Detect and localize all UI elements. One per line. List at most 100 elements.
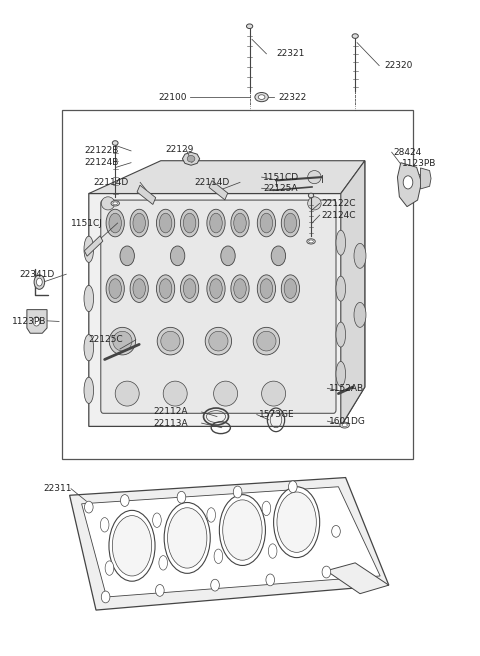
Polygon shape bbox=[326, 563, 389, 594]
Polygon shape bbox=[70, 478, 389, 610]
Ellipse shape bbox=[309, 194, 314, 198]
Polygon shape bbox=[89, 161, 365, 194]
Ellipse shape bbox=[84, 377, 94, 403]
Ellipse shape bbox=[231, 209, 249, 237]
Ellipse shape bbox=[112, 140, 118, 146]
Ellipse shape bbox=[268, 544, 277, 558]
Ellipse shape bbox=[168, 508, 207, 568]
Ellipse shape bbox=[354, 302, 366, 327]
Ellipse shape bbox=[221, 246, 235, 266]
Ellipse shape bbox=[284, 213, 297, 233]
Ellipse shape bbox=[205, 327, 231, 355]
Circle shape bbox=[101, 591, 110, 603]
FancyBboxPatch shape bbox=[101, 200, 336, 413]
Text: 22311: 22311 bbox=[43, 484, 72, 493]
Circle shape bbox=[36, 278, 42, 286]
Ellipse shape bbox=[258, 94, 265, 99]
Ellipse shape bbox=[170, 246, 185, 266]
Ellipse shape bbox=[187, 155, 195, 162]
Ellipse shape bbox=[262, 501, 271, 516]
Circle shape bbox=[266, 574, 275, 586]
Ellipse shape bbox=[247, 24, 253, 29]
Ellipse shape bbox=[308, 197, 321, 210]
Ellipse shape bbox=[284, 279, 297, 298]
Ellipse shape bbox=[234, 213, 246, 233]
Ellipse shape bbox=[336, 230, 346, 255]
Text: 22100: 22100 bbox=[159, 92, 187, 102]
Ellipse shape bbox=[271, 246, 286, 266]
Ellipse shape bbox=[113, 202, 118, 205]
Text: 22320: 22320 bbox=[384, 61, 412, 70]
Polygon shape bbox=[89, 161, 365, 426]
Ellipse shape bbox=[163, 381, 187, 406]
Ellipse shape bbox=[260, 279, 273, 298]
Polygon shape bbox=[209, 180, 228, 200]
Ellipse shape bbox=[223, 500, 262, 560]
Ellipse shape bbox=[210, 279, 222, 298]
Ellipse shape bbox=[183, 213, 196, 233]
Ellipse shape bbox=[352, 33, 358, 39]
Ellipse shape bbox=[336, 276, 346, 301]
Ellipse shape bbox=[84, 236, 94, 262]
Circle shape bbox=[211, 579, 219, 591]
Ellipse shape bbox=[109, 510, 155, 581]
Ellipse shape bbox=[336, 322, 346, 347]
Ellipse shape bbox=[115, 381, 139, 406]
Ellipse shape bbox=[100, 518, 109, 532]
Ellipse shape bbox=[342, 424, 347, 426]
Text: 28424: 28424 bbox=[394, 148, 422, 157]
Text: 1123PB: 1123PB bbox=[12, 317, 47, 326]
Ellipse shape bbox=[157, 327, 183, 355]
Ellipse shape bbox=[159, 213, 172, 233]
Ellipse shape bbox=[111, 201, 120, 206]
Ellipse shape bbox=[308, 171, 321, 184]
Text: 22125A: 22125A bbox=[263, 184, 298, 193]
Text: 22125C: 22125C bbox=[89, 335, 123, 344]
Circle shape bbox=[177, 491, 186, 503]
Ellipse shape bbox=[84, 285, 94, 312]
Ellipse shape bbox=[109, 327, 135, 355]
Polygon shape bbox=[420, 168, 431, 189]
Ellipse shape bbox=[354, 243, 366, 268]
Ellipse shape bbox=[214, 549, 223, 564]
Ellipse shape bbox=[281, 209, 300, 237]
Polygon shape bbox=[341, 161, 365, 426]
Ellipse shape bbox=[253, 327, 279, 355]
Ellipse shape bbox=[231, 275, 249, 302]
Ellipse shape bbox=[133, 213, 145, 233]
Ellipse shape bbox=[161, 331, 180, 351]
Circle shape bbox=[332, 525, 340, 537]
Ellipse shape bbox=[209, 331, 228, 351]
Text: 1601DG: 1601DG bbox=[329, 417, 366, 426]
Text: 1123PB: 1123PB bbox=[402, 159, 437, 169]
Ellipse shape bbox=[234, 279, 246, 298]
Circle shape bbox=[322, 566, 331, 578]
Ellipse shape bbox=[112, 516, 152, 576]
Ellipse shape bbox=[257, 275, 276, 302]
Ellipse shape bbox=[153, 513, 161, 527]
Text: 1152AB: 1152AB bbox=[329, 384, 364, 393]
Ellipse shape bbox=[336, 361, 346, 386]
Circle shape bbox=[288, 481, 297, 493]
Polygon shape bbox=[82, 487, 380, 597]
Ellipse shape bbox=[133, 279, 145, 298]
Text: 22113A: 22113A bbox=[154, 419, 188, 428]
Ellipse shape bbox=[277, 492, 316, 552]
Ellipse shape bbox=[257, 209, 276, 237]
Ellipse shape bbox=[214, 381, 238, 406]
Text: 22122C: 22122C bbox=[322, 199, 356, 208]
Ellipse shape bbox=[210, 213, 222, 233]
Ellipse shape bbox=[130, 275, 148, 302]
Text: 22114D: 22114D bbox=[194, 178, 229, 187]
Circle shape bbox=[403, 176, 413, 189]
Ellipse shape bbox=[262, 381, 286, 406]
Ellipse shape bbox=[180, 275, 199, 302]
Text: 22114D: 22114D bbox=[94, 178, 129, 187]
Text: 22122B: 22122B bbox=[84, 146, 119, 155]
Text: 22129: 22129 bbox=[166, 145, 194, 154]
Ellipse shape bbox=[183, 279, 196, 298]
Text: 22341D: 22341D bbox=[19, 270, 54, 279]
Text: 1151CJ: 1151CJ bbox=[71, 218, 103, 228]
Polygon shape bbox=[397, 163, 421, 207]
Ellipse shape bbox=[159, 556, 168, 570]
